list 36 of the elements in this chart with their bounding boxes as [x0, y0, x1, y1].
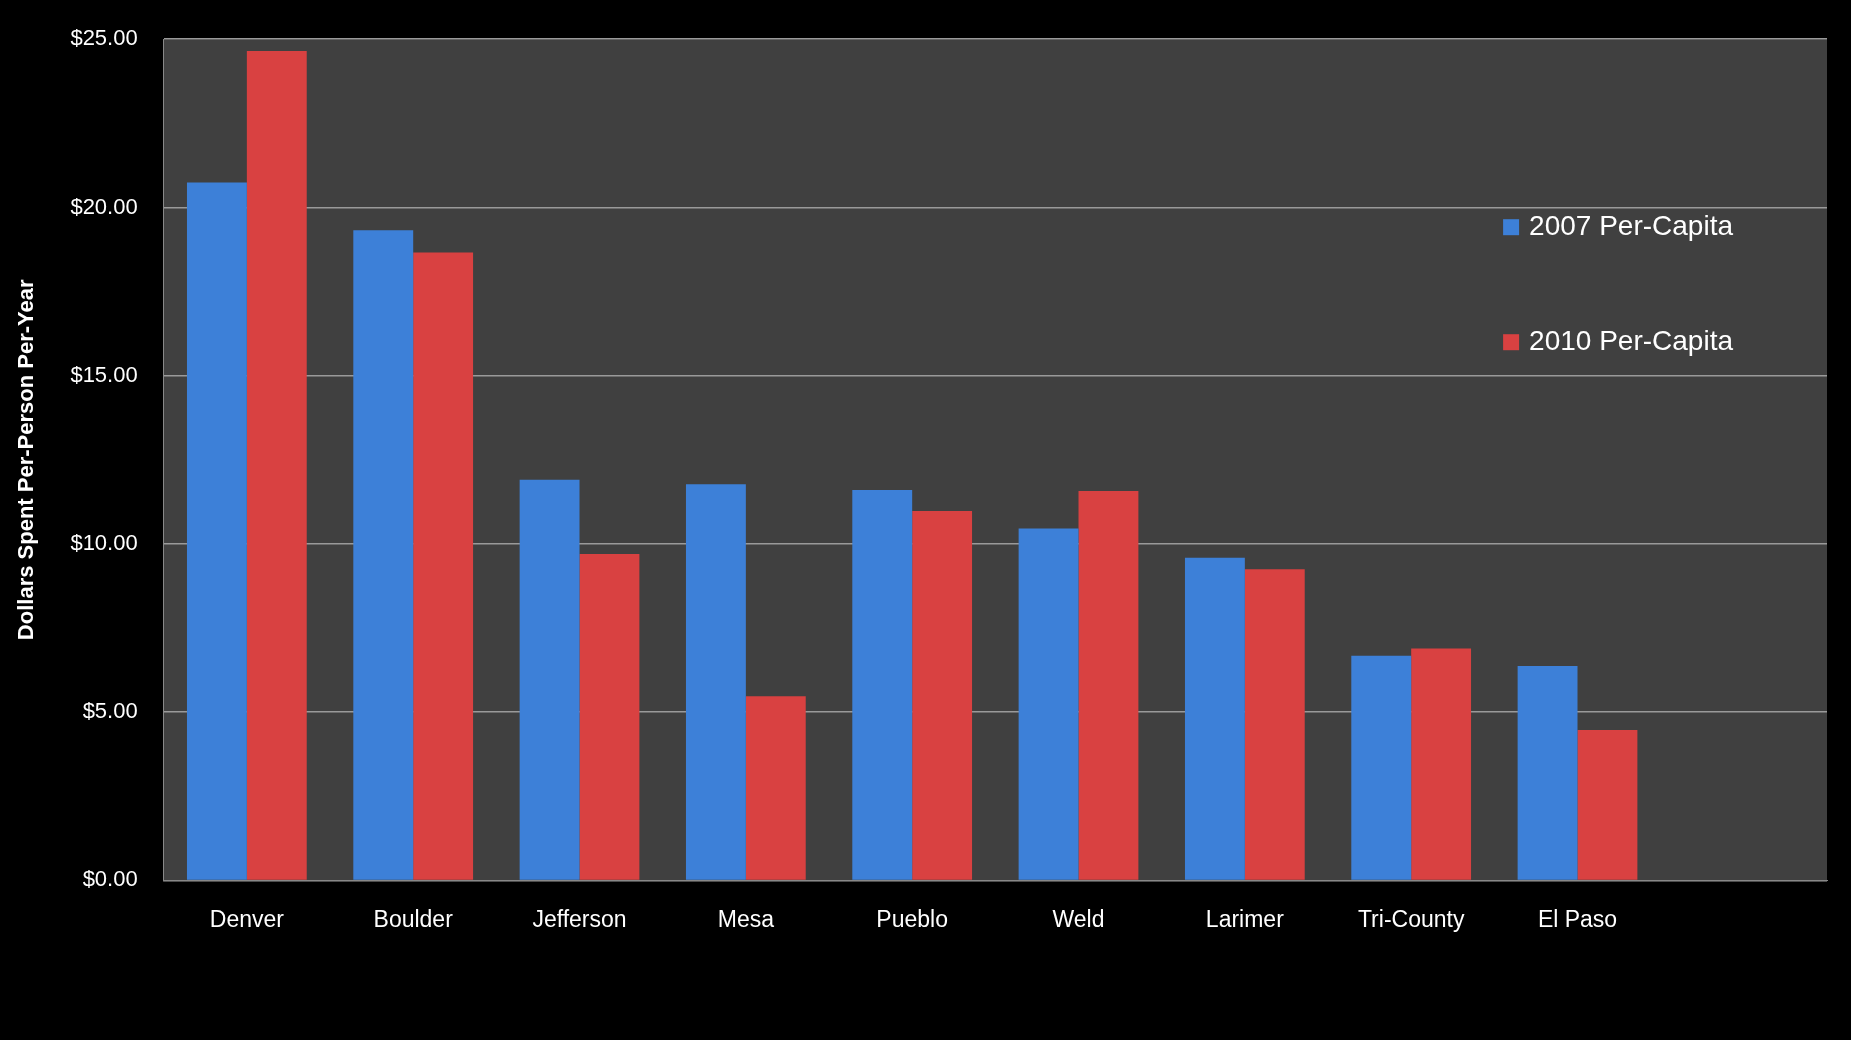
x-tick-label: Denver — [209, 905, 285, 932]
x-tick-label: Tri-County — [1357, 905, 1465, 932]
bar — [186, 182, 247, 880]
x-tick-label: Boulder — [373, 905, 454, 932]
bar — [1244, 569, 1305, 880]
bar — [519, 479, 580, 880]
x-tick-label: El Paso — [1537, 905, 1618, 932]
bar — [246, 50, 307, 880]
bar — [1517, 666, 1578, 880]
x-tick-label: Jefferson — [532, 905, 627, 932]
y-axis-title: Dollars Spent Per-Person Per-Year — [13, 279, 39, 641]
bar — [852, 490, 913, 880]
y-tick-label: $5.00 — [82, 698, 138, 724]
x-tick-label: Pueblo — [876, 905, 948, 932]
bar — [1018, 528, 1079, 880]
bar — [1184, 557, 1245, 880]
bar — [1411, 648, 1472, 880]
y-tick-label: $20.00 — [70, 193, 138, 219]
bar — [1078, 491, 1139, 880]
legend-label: 2010 Per-Capita — [1529, 324, 1734, 356]
bar — [685, 484, 746, 880]
bar — [745, 696, 806, 880]
x-tick-label: Weld — [1052, 905, 1105, 932]
legend-label: 2007 Per-Capita — [1529, 209, 1734, 241]
bar — [1577, 729, 1638, 880]
x-tick-label: Larimer — [1205, 905, 1285, 932]
bar — [579, 554, 640, 880]
x-tick-label: Mesa — [717, 905, 775, 932]
y-tick-label: $25.00 — [70, 25, 138, 51]
y-tick-label: $0.00 — [82, 866, 138, 892]
bar — [353, 230, 414, 880]
bar — [413, 252, 474, 880]
bar — [1351, 655, 1412, 880]
y-tick-label: $15.00 — [70, 361, 138, 387]
y-tick-label: $10.00 — [70, 529, 138, 555]
bar — [912, 510, 973, 880]
